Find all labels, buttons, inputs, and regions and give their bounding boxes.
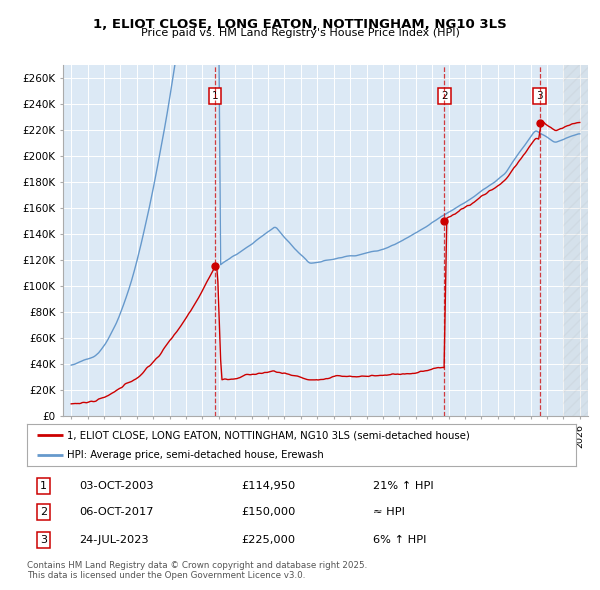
Text: 21% ↑ HPI: 21% ↑ HPI bbox=[373, 481, 434, 491]
Text: Price paid vs. HM Land Registry's House Price Index (HPI): Price paid vs. HM Land Registry's House … bbox=[140, 28, 460, 38]
Text: Contains HM Land Registry data © Crown copyright and database right 2025.
This d: Contains HM Land Registry data © Crown c… bbox=[27, 560, 367, 580]
Text: 1, ELIOT CLOSE, LONG EATON, NOTTINGHAM, NG10 3LS (semi-detached house): 1, ELIOT CLOSE, LONG EATON, NOTTINGHAM, … bbox=[67, 430, 469, 440]
Text: 6% ↑ HPI: 6% ↑ HPI bbox=[373, 535, 427, 545]
Text: 3: 3 bbox=[40, 535, 47, 545]
Text: 2: 2 bbox=[40, 507, 47, 517]
Text: 1, ELIOT CLOSE, LONG EATON, NOTTINGHAM, NG10 3LS: 1, ELIOT CLOSE, LONG EATON, NOTTINGHAM, … bbox=[93, 18, 507, 31]
Text: 24-JUL-2023: 24-JUL-2023 bbox=[79, 535, 149, 545]
Text: HPI: Average price, semi-detached house, Erewash: HPI: Average price, semi-detached house,… bbox=[67, 450, 323, 460]
Text: 06-OCT-2017: 06-OCT-2017 bbox=[79, 507, 154, 517]
Text: 1: 1 bbox=[40, 481, 47, 491]
Text: 3: 3 bbox=[536, 91, 543, 101]
Text: 2: 2 bbox=[441, 91, 448, 101]
Text: 1: 1 bbox=[211, 91, 218, 101]
Text: ≈ HPI: ≈ HPI bbox=[373, 507, 405, 517]
Text: £225,000: £225,000 bbox=[241, 535, 295, 545]
Text: £150,000: £150,000 bbox=[241, 507, 295, 517]
Bar bbox=[563, 65, 600, 416]
Text: £114,950: £114,950 bbox=[241, 481, 295, 491]
Text: 03-OCT-2003: 03-OCT-2003 bbox=[79, 481, 154, 491]
